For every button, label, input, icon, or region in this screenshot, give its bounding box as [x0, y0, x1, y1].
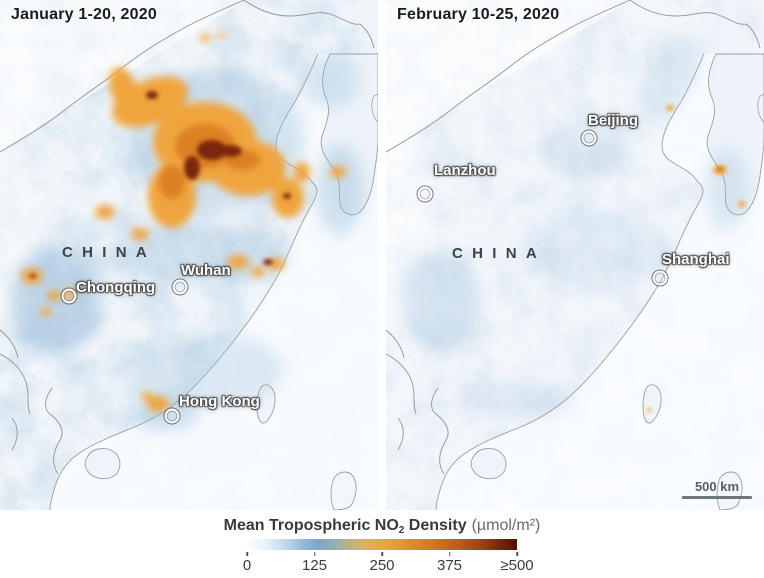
shanghai-label: Shanghai — [662, 251, 730, 268]
hong-kong-marker — [164, 408, 180, 424]
shanghai-marker — [652, 270, 668, 286]
colorbar-label-0: 0 — [242, 557, 252, 574]
colorbar-label-500: ≥500 — [500, 557, 534, 574]
scale-bar-label: 500 km — [694, 479, 740, 494]
wuhan-marker — [172, 279, 188, 295]
legend-title-subscript: 2 — [398, 525, 405, 536]
legend-title-tail: Density — [404, 517, 467, 534]
legend: Mean Tropospheric NO2 Density (µmol/m²) 0… — [0, 510, 764, 578]
china-label-february: CHINA — [452, 245, 546, 262]
january-map-graphic — [0, 0, 378, 510]
colorbar-tick-500 — [516, 552, 518, 556]
colorbar-tick-125 — [313, 552, 316, 556]
lanzhou-marker — [417, 186, 433, 202]
colorbar-label-375: 375 — [436, 557, 463, 574]
colorbar-wrap: 0 125 250 375 ≥500 — [243, 539, 534, 574]
beijing-marker — [581, 130, 597, 146]
lanzhou-label: Lanzhou — [434, 162, 496, 179]
china-label-january: CHINA — [62, 244, 156, 261]
scale-bar: 500 km — [682, 479, 752, 499]
legend-title-units: (µmol/m²) — [471, 517, 541, 534]
january-panel-title: January 1-20, 2020 — [11, 6, 157, 23]
colorbar-tick-250 — [381, 552, 383, 556]
map-panel-january: January 1-20, 2020 CHINA Chongqing Wuhan… — [0, 0, 378, 510]
chongqing-marker — [61, 288, 77, 304]
february-panel-title: February 10-25, 2020 — [397, 6, 560, 23]
legend-title-main: Mean Tropospheric NO — [223, 517, 399, 534]
colorbar-label-125: 125 — [301, 557, 328, 574]
colorbar-gradient — [247, 539, 517, 550]
legend-title: Mean Tropospheric NO2 Density (µmol/m²) — [0, 517, 764, 536]
chongqing-label: Chongqing — [76, 279, 156, 296]
scale-bar-line — [682, 496, 752, 499]
hong-kong-label: Hong Kong — [179, 393, 260, 410]
colorbar-tick-0 — [246, 552, 248, 556]
wuhan-label: Wuhan — [181, 262, 231, 279]
february-map-graphic — [386, 0, 764, 510]
colorbar-tick-375 — [448, 552, 451, 556]
beijing-label: Beijing — [588, 112, 639, 129]
map-panel-february: February 10-25, 2020 CHINA Lanzhou Beiji… — [386, 0, 764, 510]
colorbar-label-250: 250 — [369, 557, 395, 574]
